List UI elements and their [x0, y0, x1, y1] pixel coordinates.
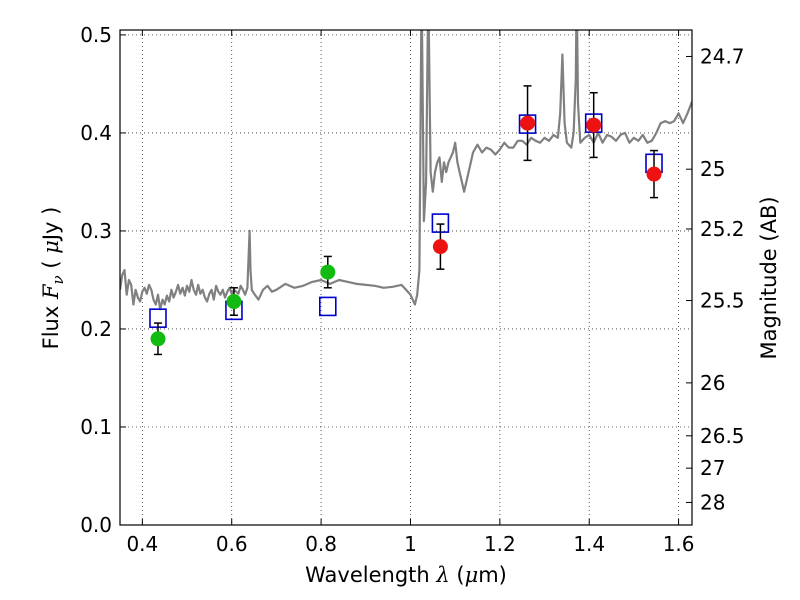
x-axis-title: Wavelength λ (μm): [305, 563, 507, 587]
optical-photometry-point: [150, 331, 166, 347]
nir-photometry-point: [646, 166, 662, 182]
y-tick-label: 0.5: [80, 23, 112, 47]
nir-photometry-point: [586, 117, 602, 133]
y2-tick-label: 27: [700, 456, 725, 480]
optical-photometry-point: [226, 294, 242, 310]
x-tick-label: 0.4: [126, 532, 158, 556]
x-tick-label: 0.6: [216, 532, 248, 556]
plot-area: [120, 30, 692, 356]
x-tick-label: 1.2: [484, 532, 516, 556]
x-tick-label: 1: [404, 532, 417, 556]
y2-tick-label: 24.7: [700, 44, 745, 68]
y2-axis-title: Magnitude (AB): [757, 196, 781, 359]
y2-tick-label: 25: [700, 157, 725, 181]
y-tick-label: 0.2: [80, 317, 112, 341]
y2-tick-label: 26: [700, 371, 725, 395]
nir-photometry-point: [520, 115, 536, 131]
y-tick-label: 0.1: [80, 415, 112, 439]
x-tick-label: 0.8: [305, 532, 337, 556]
y2-tick-label: 25.2: [700, 217, 745, 241]
axes: 0.4 0.6 0.8 1 1.2 1.4 1.6 0.0 0.1 0.2 0.3 0.4 0.5 24.…: [80, 23, 744, 556]
y-tick-label: 0.3: [80, 219, 112, 243]
x-tick-label: 1.6: [663, 532, 695, 556]
y-tick-label: 0.0: [80, 513, 112, 537]
nir-photometry-point: [432, 239, 448, 255]
model-flux-square: [318, 296, 337, 317]
y-axis-title: Flux Fν ( μJy ): [39, 207, 67, 350]
optical-photometry-point: [320, 264, 336, 280]
y-tick-label: 0.4: [80, 121, 112, 145]
plot-frame: [119, 29, 693, 526]
y2-tick-label: 28: [700, 490, 725, 514]
x-tick-label: 1.4: [573, 532, 605, 556]
y2-tick-label: 26.5: [700, 424, 745, 448]
spectrum-line: [120, 30, 692, 311]
y2-tick-label: 25.5: [700, 289, 745, 313]
